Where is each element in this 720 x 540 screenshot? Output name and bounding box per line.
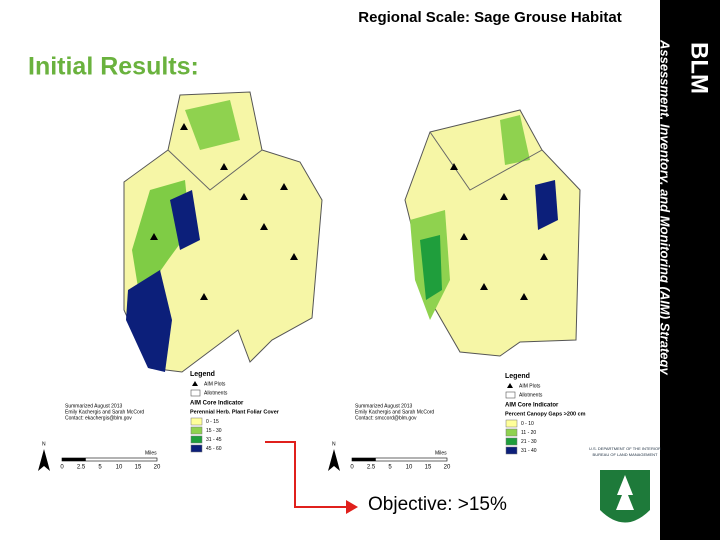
scale-tick: 10 [406, 465, 413, 471]
legend-plots: AIM Plots [519, 383, 541, 389]
scale-tick: 15 [135, 465, 142, 471]
scale-tick: 2.5 [77, 465, 86, 471]
class-swatch [505, 446, 518, 455]
legend-plots: AIM Plots [204, 381, 226, 387]
scale-tick: 5 [98, 465, 102, 471]
scale-tick: 0 [60, 465, 64, 471]
class-label: 11 - 20 [521, 430, 536, 436]
scale-tick: 15 [425, 465, 432, 471]
legend-title: Legend [505, 373, 530, 380]
scale-tick: 5 [388, 465, 392, 471]
scale-tick: 10 [116, 465, 123, 471]
sidebar [660, 0, 720, 540]
legend-allotments: Allotments [519, 392, 543, 398]
map-credit: Contact: smccord@blm.gov [355, 415, 417, 421]
map-credit: Contact: ekachergis@blm.gov [65, 415, 132, 421]
map-right [404, 109, 581, 357]
class-swatch [190, 417, 203, 426]
class-label: 31 - 40 [521, 448, 537, 454]
class-swatch [190, 426, 203, 435]
class-label: 0 - 15 [206, 419, 219, 425]
indicator-name: Percent Canopy Gaps >200 cm [505, 411, 586, 417]
indicator-title: AIM Core Indicator [505, 403, 559, 409]
allotment-symbol [505, 391, 516, 399]
scale-bar-fill [352, 458, 376, 461]
class-label: 15 - 30 [206, 428, 222, 434]
callout-arrow [265, 441, 348, 508]
map-left [123, 91, 323, 373]
north-label: N [42, 441, 46, 447]
logo-line1: U.S. DEPARTMENT OF THE INTERIOR [589, 446, 661, 451]
plot-symbol [507, 383, 513, 388]
class-swatch [505, 419, 518, 428]
legend-allotments: Allotments [204, 390, 228, 396]
sidebar-acronym: BLM [686, 42, 713, 94]
blm-logo: U.S. DEPARTMENT OF THE INTERIOR BUREAU O… [589, 445, 661, 535]
scale-unit: Miles [435, 450, 447, 456]
map-credit: Summarized August 2013 [65, 403, 122, 409]
scale-tick: 0 [350, 465, 354, 471]
class-swatch [505, 437, 518, 446]
scale-unit: Miles [145, 450, 157, 456]
class-swatch [190, 435, 203, 444]
map-credit: Emily Kachergis and Sarah McCord [65, 409, 144, 415]
map-credit: Summarized August 2013 [355, 403, 412, 409]
map-credit: Emily Kachergis and Sarah McCord [355, 409, 434, 415]
class-swatch [505, 428, 518, 437]
class-label: 45 - 60 [206, 446, 222, 452]
scale-tick: 20 [444, 465, 451, 471]
class-label: 21 - 30 [521, 439, 537, 445]
legend-title: Legend [190, 371, 215, 378]
plot-symbol [192, 381, 198, 386]
indicator-title: AIM Core Indicator [190, 401, 244, 407]
sidebar-strategy: Assessment, Inventory, and Monitoring (A… [658, 39, 673, 375]
section-heading: Initial Results: [28, 53, 199, 81]
scale-tick: 20 [154, 465, 161, 471]
logo-line2: BUREAU OF LAND MANAGEMENT [593, 452, 658, 457]
indicator-name: Perennial Herb. Plant Foliar Cover [190, 409, 280, 415]
scale-bar-fill [62, 458, 86, 461]
arrow-head [346, 500, 358, 514]
class-swatch [190, 444, 203, 453]
north-arrow [38, 449, 50, 471]
scale-tick: 2.5 [367, 465, 376, 471]
allotment-symbol [190, 389, 201, 397]
class-label: 0 - 10 [521, 421, 534, 427]
north-label: N [332, 441, 336, 447]
north-arrow [328, 449, 340, 471]
callout-text: Objective: >15% [368, 494, 507, 515]
class-label: 31 - 45 [206, 437, 222, 443]
slide-title: Regional Scale: Sage Grouse Habitat [358, 9, 621, 26]
